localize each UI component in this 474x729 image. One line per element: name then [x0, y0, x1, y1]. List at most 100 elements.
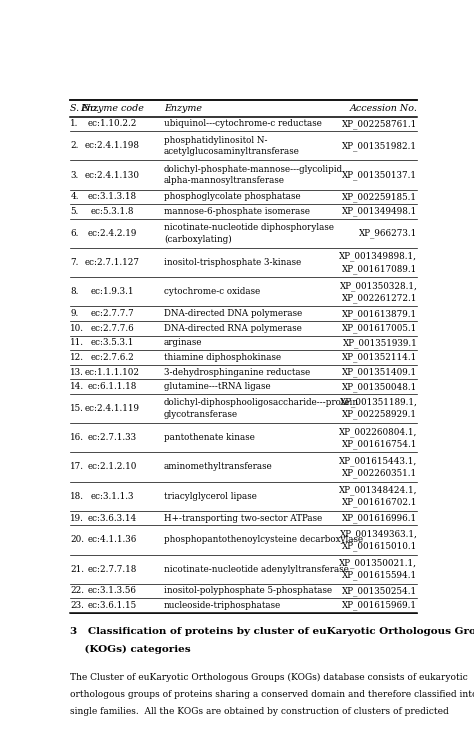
Text: single families.  All the KOGs are obtained by construction of clusters of predi: single families. All the KOGs are obtain…	[70, 706, 449, 716]
Text: XP_001615969.1: XP_001615969.1	[342, 601, 418, 610]
Text: arginase: arginase	[164, 338, 202, 348]
Text: dolichyl-phosphate-mannose---glycolipid
alpha-mannosyltransferase: dolichyl-phosphate-mannose---glycolipid …	[164, 165, 343, 185]
Text: XP_002260804.1,
XP_001616754.1: XP_002260804.1, XP_001616754.1	[339, 427, 418, 448]
Text: XP_002259185.1: XP_002259185.1	[342, 192, 418, 202]
Text: 10.: 10.	[70, 324, 84, 333]
Text: DNA-directed RNA polymerase: DNA-directed RNA polymerase	[164, 324, 302, 333]
Text: Accession No.: Accession No.	[349, 104, 418, 113]
Text: 6.: 6.	[70, 229, 79, 238]
Text: orthologous groups of proteins sharing a conserved domain and therefore classifi: orthologous groups of proteins sharing a…	[70, 690, 474, 699]
Text: ec:2.7.7.7: ec:2.7.7.7	[91, 309, 135, 318]
Text: ec:2.4.1.130: ec:2.4.1.130	[85, 171, 140, 179]
Text: triacylglycerol lipase: triacylglycerol lipase	[164, 491, 257, 501]
Text: phosphopantothenoylcysteine decarboxylase: phosphopantothenoylcysteine decarboxylas…	[164, 535, 363, 545]
Text: nicotinate-nucleotide adenylyltransferase: nicotinate-nucleotide adenylyltransferas…	[164, 564, 349, 574]
Text: XP_001351189.1,
XP_002258929.1: XP_001351189.1, XP_002258929.1	[339, 397, 418, 419]
Text: H+-transporting two-sector ATPase: H+-transporting two-sector ATPase	[164, 513, 322, 523]
Text: ec:2.4.2.19: ec:2.4.2.19	[88, 229, 137, 238]
Text: XP_001349498.1: XP_001349498.1	[342, 207, 418, 217]
Text: ec:2.7.1.33: ec:2.7.1.33	[88, 433, 137, 443]
Text: 9.: 9.	[70, 309, 79, 318]
Text: inositol-polyphosphate 5-phosphatase: inositol-polyphosphate 5-phosphatase	[164, 587, 332, 596]
Text: ec:2.1.2.10: ec:2.1.2.10	[88, 462, 137, 472]
Text: S. No.: S. No.	[70, 104, 100, 113]
Text: 12.: 12.	[70, 353, 84, 362]
Text: XP_001348424.1,
XP_001616702.1: XP_001348424.1, XP_001616702.1	[339, 486, 418, 507]
Text: 15.: 15.	[70, 404, 84, 413]
Text: 3.: 3.	[70, 171, 79, 179]
Text: ec:1.9.3.1: ec:1.9.3.1	[91, 287, 134, 296]
Text: DNA-directed DNA polymerase: DNA-directed DNA polymerase	[164, 309, 302, 318]
Text: XP_001350021.1,
XP_001615594.1: XP_001350021.1, XP_001615594.1	[339, 558, 418, 580]
Text: 13.: 13.	[70, 367, 84, 377]
Text: 20.: 20.	[70, 535, 84, 545]
Text: XP_001350137.1: XP_001350137.1	[342, 170, 418, 180]
Text: XP_001352114.1: XP_001352114.1	[342, 353, 418, 362]
Text: ec:3.6.1.15: ec:3.6.1.15	[88, 601, 137, 610]
Text: ec:2.4.1.198: ec:2.4.1.198	[85, 141, 140, 150]
Text: ec:1.1.1.102: ec:1.1.1.102	[85, 367, 140, 377]
Text: (KOGs) categories: (KOGs) categories	[70, 645, 191, 654]
Text: ec:2.7.7.6: ec:2.7.7.6	[91, 324, 135, 333]
Text: 18.: 18.	[70, 491, 84, 501]
Text: XP_001613879.1: XP_001613879.1	[342, 309, 418, 319]
Text: 17.: 17.	[70, 462, 84, 472]
Text: inositol-trisphosphate 3-kinase: inositol-trisphosphate 3-kinase	[164, 258, 301, 267]
Text: 19.: 19.	[70, 513, 84, 523]
Text: nicotinate-nucleotide diphosphorylase
(carboxylating): nicotinate-nucleotide diphosphorylase (c…	[164, 223, 334, 243]
Text: XP_001350048.1: XP_001350048.1	[342, 382, 418, 391]
Text: XP_966273.1: XP_966273.1	[359, 229, 418, 238]
Text: XP_001350254.1: XP_001350254.1	[342, 586, 418, 596]
Text: XP_001351409.1: XP_001351409.1	[342, 367, 418, 377]
Text: 1.: 1.	[70, 120, 79, 128]
Text: ec:4.1.1.36: ec:4.1.1.36	[88, 535, 137, 545]
Text: dolichyl-diphosphooligosaccharide---protein
glycotransferase: dolichyl-diphosphooligosaccharide---prot…	[164, 398, 359, 418]
Text: XP_001351939.1: XP_001351939.1	[343, 338, 418, 348]
Text: ec:3.1.3.56: ec:3.1.3.56	[88, 587, 137, 596]
Text: ec:1.10.2.2: ec:1.10.2.2	[88, 120, 137, 128]
Text: ec:6.1.1.18: ec:6.1.1.18	[88, 382, 137, 391]
Text: 21.: 21.	[70, 564, 84, 574]
Text: XP_001349363.1,
XP_001615010.1: XP_001349363.1, XP_001615010.1	[339, 529, 418, 551]
Text: XP_001349898.1,
XP_001617089.1: XP_001349898.1, XP_001617089.1	[339, 252, 418, 273]
Text: XP_001617005.1: XP_001617005.1	[342, 324, 418, 333]
Text: Enzyme code: Enzyme code	[81, 104, 145, 113]
Text: ec:2.7.7.18: ec:2.7.7.18	[88, 564, 137, 574]
Text: phosphoglycolate phosphatase: phosphoglycolate phosphatase	[164, 192, 301, 201]
Text: ec:3.6.3.14: ec:3.6.3.14	[88, 513, 137, 523]
Text: phosphatidylinositol N-
acetylglucosaminyltransferase: phosphatidylinositol N- acetylglucosamin…	[164, 136, 300, 156]
Text: nucleoside-triphosphatase: nucleoside-triphosphatase	[164, 601, 281, 610]
Text: ec:3.1.3.18: ec:3.1.3.18	[88, 192, 137, 201]
Text: ec:3.5.3.1: ec:3.5.3.1	[91, 338, 134, 348]
Text: Enzyme: Enzyme	[164, 104, 202, 113]
Text: 16.: 16.	[70, 433, 84, 443]
Text: ec:2.7.6.2: ec:2.7.6.2	[91, 353, 135, 362]
Text: cytochrome-c oxidase: cytochrome-c oxidase	[164, 287, 260, 296]
Text: ubiquinol---cytochrome-c reductase: ubiquinol---cytochrome-c reductase	[164, 120, 322, 128]
Text: 2.: 2.	[70, 141, 79, 150]
Text: XP_001615443.1,
XP_002260351.1: XP_001615443.1, XP_002260351.1	[339, 456, 418, 477]
Text: The Cluster of euKaryotic Orthologous Groups (KOGs) database consists of eukaryo: The Cluster of euKaryotic Orthologous Gr…	[70, 673, 468, 682]
Text: ec:2.4.1.119: ec:2.4.1.119	[85, 404, 140, 413]
Text: XP_001351982.1: XP_001351982.1	[342, 141, 418, 151]
Text: ec:2.7.1.127: ec:2.7.1.127	[85, 258, 140, 267]
Text: ec:5.3.1.8: ec:5.3.1.8	[91, 207, 134, 216]
Text: 22.: 22.	[70, 587, 84, 596]
Text: pantothenate kinase: pantothenate kinase	[164, 433, 255, 443]
Text: XP_001350328.1,
XP_002261272.1: XP_001350328.1, XP_002261272.1	[339, 281, 418, 303]
Text: glutamine---tRNA ligase: glutamine---tRNA ligase	[164, 382, 271, 391]
Text: aminomethyltransferase: aminomethyltransferase	[164, 462, 273, 472]
Text: ec:3.1.1.3: ec:3.1.1.3	[91, 491, 134, 501]
Text: 7.: 7.	[70, 258, 79, 267]
Text: 3   Classification of proteins by cluster of euKaryotic Orthologous Groups: 3 Classification of proteins by cluster …	[70, 627, 474, 636]
Text: 11.: 11.	[70, 338, 84, 348]
Text: 14.: 14.	[70, 382, 84, 391]
Text: 3-dehydrosphinganine reductase: 3-dehydrosphinganine reductase	[164, 367, 310, 377]
Text: 8.: 8.	[70, 287, 79, 296]
Text: 4.: 4.	[70, 192, 79, 201]
Text: thiamine diphosphokinase: thiamine diphosphokinase	[164, 353, 281, 362]
Text: XP_001616996.1: XP_001616996.1	[342, 513, 418, 523]
Text: 23.: 23.	[70, 601, 84, 610]
Text: XP_002258761.1: XP_002258761.1	[342, 119, 418, 129]
Text: 5.: 5.	[70, 207, 79, 216]
